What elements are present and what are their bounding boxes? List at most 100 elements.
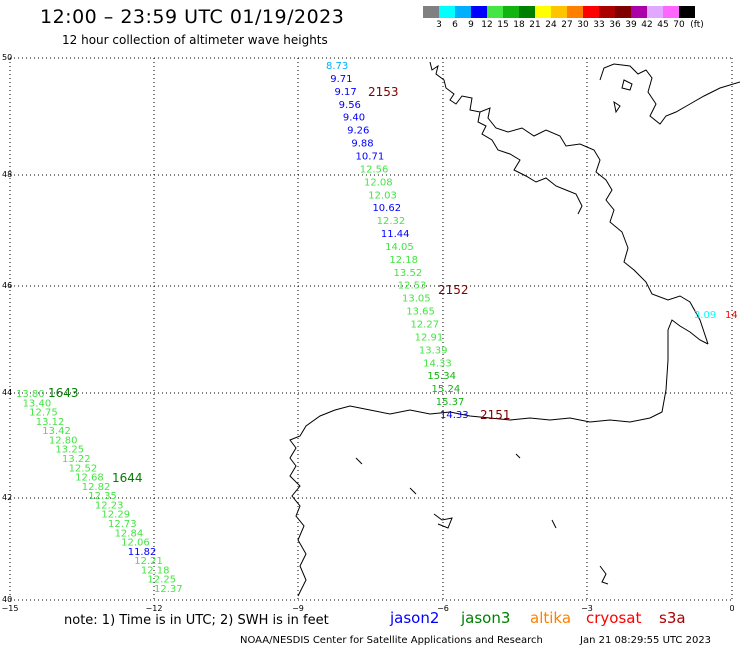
color-scale-labels: 3 6 9 12 15 18 21 24 27 30 33 36 39 42 45 70 (ft): [423, 18, 704, 32]
swh-value: 12.32: [377, 216, 406, 227]
swh-value: 12.03: [368, 190, 397, 201]
swh-value: 9.40: [343, 113, 365, 124]
legend-label: 12: [481, 20, 493, 30]
legend-label: 6: [452, 20, 458, 30]
legend-label: 24: [545, 20, 557, 30]
pass-id-label: 1644: [112, 471, 143, 485]
legend-swatch: [567, 6, 583, 18]
satellite-name: jason3: [461, 609, 511, 627]
legend-swatch: [631, 6, 647, 18]
legend-label: 33: [593, 20, 605, 30]
lat-tick-label: 50: [2, 53, 12, 62]
swh-value: 15.24: [432, 384, 461, 395]
swh-value: 14.05: [385, 242, 414, 253]
swh-value: 13.65: [406, 307, 435, 318]
footer-note: note: 1) Time is in UTC; 2) SWH is in fe…: [64, 613, 329, 628]
swh-value: 12.18: [141, 565, 170, 576]
swh-value: 13.80: [16, 389, 45, 400]
swh-value: 12.18: [389, 255, 418, 266]
legend-swatch: [487, 6, 503, 18]
legend-label: (ft): [690, 20, 704, 30]
swh-value: 14.33: [440, 410, 469, 421]
map-subtitle: 12 hour collection of altimeter wave hei…: [62, 33, 328, 47]
satellite-name: jason2: [390, 609, 440, 627]
swh-value: 12.73: [108, 519, 137, 530]
legend-label: 27: [561, 20, 573, 30]
legend-label: 21: [529, 20, 541, 30]
swh-value: 13.25: [55, 445, 84, 456]
legend-label: 15: [497, 20, 509, 30]
swh-value: 12.06: [121, 538, 150, 549]
legend-swatch: [471, 6, 487, 18]
swh-value: 9.26: [347, 126, 369, 137]
legend-swatch: [519, 6, 535, 18]
swh-value: 3.09: [694, 310, 716, 321]
lat-tick-label: 46: [2, 281, 12, 290]
track-jason3-west: 13.8013.4012.7513.1213.4212.8013.2513.22…: [16, 389, 183, 595]
legend-swatch: [439, 6, 455, 18]
legend-swatch: [647, 6, 663, 18]
legend-swatch: [599, 6, 615, 18]
legend-label: 42: [641, 20, 653, 30]
swh-value: 12.68: [75, 473, 104, 484]
legend-swatch: [535, 6, 551, 18]
swh-value: 12.25: [147, 575, 176, 586]
legend-label: 39: [625, 20, 637, 30]
swh-value: 13.39: [419, 345, 448, 356]
island-2: [613, 100, 621, 114]
lat-tick-label: 42: [2, 493, 12, 502]
legend-swatch: [663, 6, 679, 18]
swh-value: 13.42: [42, 426, 71, 437]
generated-timestamp: Jan 21 08:29:55 UTC 2023: [580, 635, 712, 646]
pass-id-label: 2152: [438, 283, 469, 297]
river-5: [515, 453, 521, 459]
swh-value: 15.34: [427, 371, 456, 382]
pass-id-labels: 2153 2152 2151 1643 1644: [48, 85, 511, 485]
swh-value: 12.52: [69, 463, 98, 474]
swh-value: 12.37: [154, 584, 183, 595]
lat-tick-label: 40: [2, 595, 12, 604]
swh-value: 12.21: [134, 556, 163, 567]
swh-value: 13.05: [402, 294, 431, 305]
lon-tick-label: −3: [581, 604, 593, 613]
swh-value: 14.33: [423, 358, 452, 369]
river-1: [433, 513, 453, 529]
river-3: [355, 457, 363, 465]
legend-label: 30: [577, 20, 589, 30]
swh-value: 13.52: [394, 268, 423, 279]
satellite-name: s3a: [659, 609, 686, 627]
swh-value: 11.44: [381, 229, 410, 240]
swh-value: 12.75: [29, 408, 58, 419]
swh-value: 12.80: [49, 435, 78, 446]
river-4: [599, 565, 609, 585]
swh-value: 12.82: [82, 482, 111, 493]
legend-swatch: [551, 6, 567, 18]
swh-value: 13.40: [23, 398, 52, 409]
swh-value: 12.91: [415, 332, 444, 343]
legend-label: 18: [513, 20, 525, 30]
swh-value: 9.17: [334, 87, 356, 98]
coastline: [289, 61, 740, 597]
lat-tick-label: 48: [2, 170, 12, 179]
river-2: [409, 487, 417, 495]
coastline-normandy: [599, 63, 740, 125]
color-scale-bar: [423, 6, 695, 18]
legend-swatch: [503, 6, 519, 18]
coastline-brittany: [429, 61, 709, 345]
legend-swatch: [679, 6, 695, 18]
swh-value: 12.53: [398, 281, 427, 292]
swh-value: 12.84: [115, 528, 144, 539]
coastline-bay-of-biscay: [289, 319, 709, 597]
lon-tick-label: −15: [2, 604, 19, 613]
satellite-name: altika: [530, 609, 572, 627]
lon-tick-label: 0: [729, 604, 734, 613]
legend-label: 45: [657, 20, 669, 30]
swh-value: 9.71: [330, 74, 352, 85]
legend-label: 36: [609, 20, 621, 30]
lat-lon-grid: [9, 57, 733, 601]
island-1: [621, 79, 633, 91]
axis-tick-labels: 50 48 46 44 42 40−15 −12 −9 −6 −3 0: [2, 53, 735, 613]
legend-swatch: [583, 6, 599, 18]
swh-value: 10.71: [356, 151, 385, 162]
